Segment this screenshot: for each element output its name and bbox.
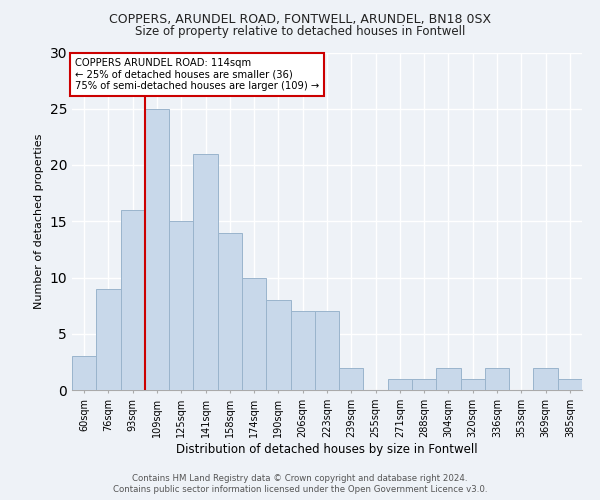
Bar (145, 109, 169, 390)
Bar (290, 311, 315, 390)
Bar (121, 210, 145, 390)
Text: COPPERS, ARUNDEL ROAD, FONTWELL, ARUNDEL, BN18 0SX: COPPERS, ARUNDEL ROAD, FONTWELL, ARUNDEL… (109, 12, 491, 26)
Bar (412, 379, 436, 390)
Bar (533, 368, 558, 390)
Bar (218, 232, 242, 390)
Text: Size of property relative to detached houses in Fontwell: Size of property relative to detached ho… (135, 25, 465, 38)
Bar (96, 289, 121, 390)
Bar (436, 368, 461, 390)
Bar (558, 379, 582, 390)
Bar (169, 221, 193, 390)
Bar (266, 300, 290, 390)
Y-axis label: Number of detached properties: Number of detached properties (34, 134, 44, 309)
Bar (339, 368, 364, 390)
Bar (485, 368, 509, 390)
Bar (315, 311, 339, 390)
Text: COPPERS ARUNDEL ROAD: 114sqm
← 25% of detached houses are smaller (36)
75% of se: COPPERS ARUNDEL ROAD: 114sqm ← 25% of de… (74, 58, 319, 91)
Bar (193, 154, 218, 390)
Bar (242, 278, 266, 390)
Bar (461, 379, 485, 390)
Bar (72, 356, 96, 390)
Bar (388, 379, 412, 390)
X-axis label: Distribution of detached houses by size in Fontwell: Distribution of detached houses by size … (176, 442, 478, 456)
Text: Contains HM Land Registry data © Crown copyright and database right 2024.
Contai: Contains HM Land Registry data © Crown c… (113, 474, 487, 494)
